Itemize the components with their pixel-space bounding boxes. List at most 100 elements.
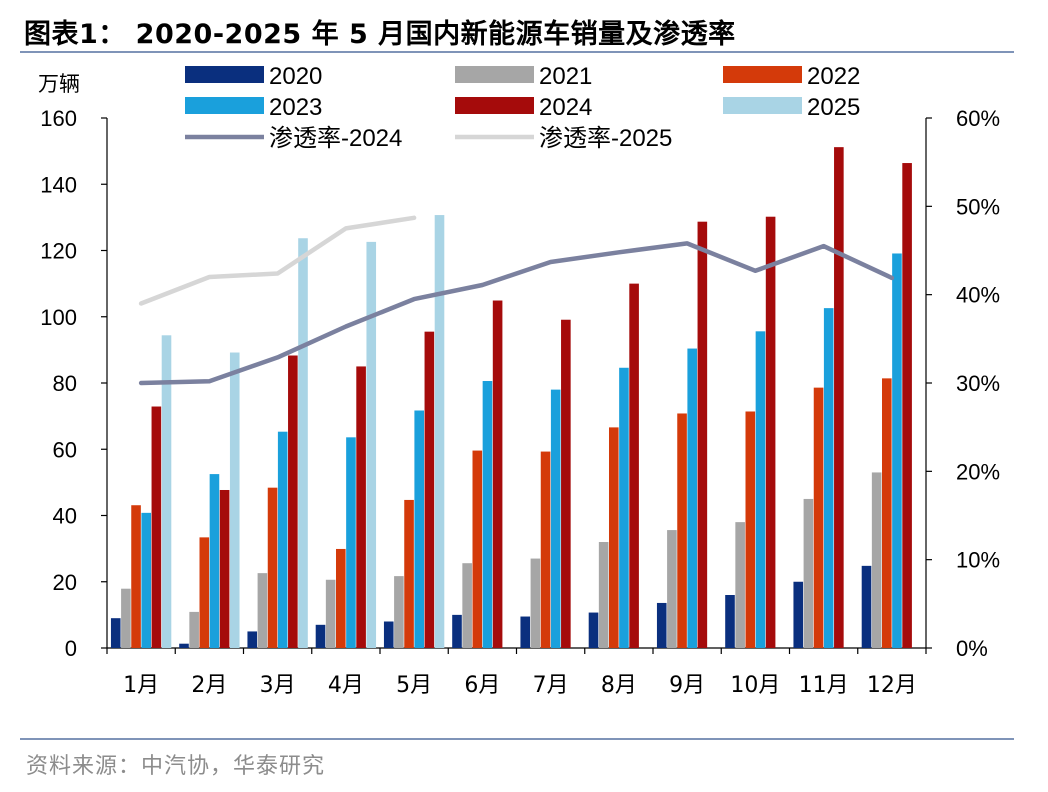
y2-tick-label: 10% bbox=[956, 548, 1000, 573]
bar-2023 bbox=[550, 389, 561, 648]
bar-2024 bbox=[151, 406, 162, 648]
bar-2020 bbox=[793, 581, 804, 648]
bar-2025 bbox=[229, 352, 240, 648]
bar-2024 bbox=[697, 221, 708, 648]
bar-2023 bbox=[619, 367, 629, 648]
bar-2020 bbox=[110, 618, 121, 648]
legend-swatch-2023 bbox=[185, 97, 264, 114]
y2-tick-label: 40% bbox=[956, 283, 1000, 308]
bar-2022 bbox=[609, 427, 619, 648]
y-tick-label: 100 bbox=[40, 305, 77, 330]
bar-2021 bbox=[257, 573, 268, 648]
y-tick-label: 20 bbox=[53, 570, 77, 595]
x-tick-label: 1月 bbox=[123, 673, 159, 698]
legend-label-2025: 2025 bbox=[807, 94, 860, 121]
bar-2020 bbox=[588, 612, 599, 648]
bar-2023 bbox=[755, 331, 766, 648]
legend-label-2021: 2021 bbox=[539, 63, 592, 90]
bar-2021 bbox=[803, 498, 814, 648]
bar-2024 bbox=[492, 300, 503, 648]
bar-2022 bbox=[267, 487, 278, 648]
x-tick-label: 7月 bbox=[533, 673, 569, 698]
bar-2023 bbox=[346, 437, 356, 648]
y2-tick-label: 50% bbox=[956, 194, 1000, 219]
bar-2020 bbox=[452, 614, 462, 648]
chart-title: 图表1： 2020-2025 年 5 月国内新能源车销量及渗透率 bbox=[24, 19, 736, 50]
bar-2023 bbox=[892, 253, 902, 648]
bar-2020 bbox=[179, 643, 189, 648]
line-渗透率-2025 bbox=[138, 215, 417, 306]
y-tick-label: 140 bbox=[40, 172, 77, 197]
bar-2024 bbox=[902, 163, 912, 649]
y2-tick-label: 0% bbox=[956, 636, 988, 661]
y2-tick-label: 60% bbox=[956, 106, 1000, 131]
legend-swatch-2020 bbox=[185, 66, 264, 83]
legend-swatch-2022 bbox=[723, 66, 802, 83]
legend-swatch-2021 bbox=[455, 66, 534, 83]
bar-2022 bbox=[813, 387, 824, 648]
bar-2020 bbox=[383, 621, 394, 648]
line-渗透率-2024 bbox=[138, 241, 895, 386]
y-tick-label: 40 bbox=[53, 504, 77, 529]
legend-swatch-2024 bbox=[455, 97, 534, 114]
bar-2021 bbox=[121, 588, 131, 648]
source-divider bbox=[20, 738, 1014, 740]
bar-2023 bbox=[141, 512, 151, 648]
bar-2023 bbox=[277, 431, 288, 648]
bar-2023 bbox=[687, 348, 697, 648]
bar-2024 bbox=[424, 331, 435, 648]
bar-2022 bbox=[882, 378, 892, 648]
bar-2020 bbox=[656, 602, 667, 648]
x-tick-label: 4月 bbox=[328, 673, 364, 698]
bar-2021 bbox=[667, 530, 677, 648]
legend-label-2020: 2020 bbox=[269, 63, 322, 90]
bar-2023 bbox=[414, 410, 424, 648]
x-tick-label: 6月 bbox=[464, 673, 500, 698]
bar-2024 bbox=[219, 489, 230, 648]
legend-label-2024: 2024 bbox=[539, 94, 592, 121]
y-tick-label: 120 bbox=[40, 239, 77, 264]
x-tick-label: 11月 bbox=[799, 673, 849, 698]
bar-2023 bbox=[482, 381, 493, 648]
source-note: 资料来源：中汽协，华泰研究 bbox=[26, 754, 326, 779]
x-tick-label: 12月 bbox=[867, 673, 917, 698]
bar-2025 bbox=[161, 335, 172, 648]
y-tick-label: 80 bbox=[53, 371, 77, 396]
bar-2022 bbox=[472, 450, 483, 648]
x-tick-label: 8月 bbox=[601, 673, 637, 698]
x-tick-label: 5月 bbox=[396, 673, 432, 698]
y-tick-label: 160 bbox=[40, 106, 77, 131]
bar-2021 bbox=[189, 611, 199, 648]
bar-2020 bbox=[520, 616, 531, 648]
bar-2021 bbox=[871, 472, 882, 648]
bar-2021 bbox=[462, 563, 472, 648]
bar-2024 bbox=[288, 355, 298, 648]
legend-swatch-2025 bbox=[723, 97, 802, 114]
title-divider bbox=[20, 51, 1014, 53]
legend-label-渗透率-2025: 渗透率-2025 bbox=[539, 125, 672, 152]
bar-2025 bbox=[366, 241, 377, 648]
legend-label-2022: 2022 bbox=[807, 63, 860, 90]
bar-2025 bbox=[434, 215, 445, 648]
bar-2022 bbox=[745, 411, 756, 648]
bar-2024 bbox=[561, 319, 571, 648]
legend-label-渗透率-2024: 渗透率-2024 bbox=[269, 125, 402, 152]
bar-2022 bbox=[540, 451, 551, 648]
bar-2021 bbox=[735, 522, 745, 648]
x-tick-label: 10月 bbox=[730, 673, 780, 698]
bar-2022 bbox=[336, 548, 346, 648]
bar-2025 bbox=[298, 238, 308, 648]
y-axis-unit: 万辆 bbox=[38, 72, 80, 96]
bar-2022 bbox=[677, 413, 687, 648]
bar-2020 bbox=[247, 631, 258, 648]
bar-2020 bbox=[861, 565, 872, 648]
bar-2023 bbox=[823, 308, 834, 648]
x-tick-label: 3月 bbox=[260, 673, 296, 698]
bar-2020 bbox=[315, 624, 326, 648]
bar-2024 bbox=[356, 366, 366, 648]
bar-2022 bbox=[199, 537, 210, 648]
y-tick-label: 60 bbox=[53, 437, 77, 462]
bar-2024 bbox=[834, 147, 844, 648]
bar-2023 bbox=[209, 474, 220, 648]
